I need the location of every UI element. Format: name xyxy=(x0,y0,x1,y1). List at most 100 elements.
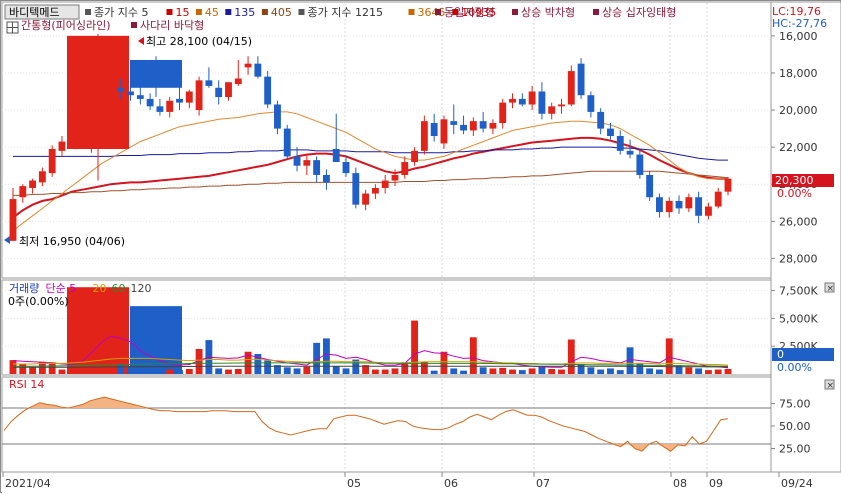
candle-body xyxy=(724,178,732,192)
legend-item: 135 xyxy=(234,6,255,19)
candle-body xyxy=(185,91,193,103)
rsi-panel-close-glyph: × xyxy=(827,381,835,391)
volume-bar xyxy=(130,306,182,374)
volume-panel-close-glyph: × xyxy=(827,284,835,294)
candle-body xyxy=(665,200,673,213)
candle-body xyxy=(460,124,467,131)
legend-item: 10935 xyxy=(461,6,496,19)
volume-sub-label: 0주(0.00%) xyxy=(8,295,69,308)
volume-bar xyxy=(528,368,536,374)
candle-body xyxy=(616,136,624,151)
volume-bar xyxy=(558,369,565,374)
volume-current-tag xyxy=(772,348,834,361)
candle-body xyxy=(362,193,370,205)
volume-bar xyxy=(695,368,703,374)
candle-body xyxy=(371,187,379,194)
rsi-panel-close-icon[interactable] xyxy=(824,379,835,390)
volume-bar xyxy=(665,338,673,374)
price-y-tick-label: 18,000 xyxy=(779,67,818,80)
rsi-y-tick-label: 50.00 xyxy=(779,420,811,433)
volume-current-pct: 0.00% xyxy=(777,361,812,374)
candle-body xyxy=(38,171,46,183)
price-y-tick-label: 28,000 xyxy=(779,252,818,265)
volume-bar xyxy=(391,368,399,374)
ma-line-15 xyxy=(12,136,728,219)
high-arrow-icon xyxy=(138,37,144,45)
volume-bar xyxy=(714,369,722,374)
settings-icon[interactable] xyxy=(6,21,19,34)
x-axis-label: 05 xyxy=(347,477,361,490)
volume-ma-line xyxy=(13,357,729,366)
legend-swatch xyxy=(408,9,415,15)
volume-bar xyxy=(48,362,56,374)
candle-body xyxy=(205,80,213,86)
legend-swatch xyxy=(225,9,232,15)
volume-bar xyxy=(362,365,370,374)
candle-body xyxy=(146,98,154,107)
volume-bar xyxy=(469,337,477,374)
volume-bar xyxy=(450,368,458,374)
legend-swatch xyxy=(261,9,268,15)
legend-item: 종가 지수 5 xyxy=(94,6,148,19)
pattern-swatch xyxy=(593,9,599,15)
candle-body xyxy=(636,154,644,175)
candle-body xyxy=(117,87,125,92)
rsi-legend: RSI 14 xyxy=(9,378,44,391)
candle-body xyxy=(675,200,683,209)
candle-body xyxy=(29,180,37,188)
candle-body xyxy=(401,161,409,175)
volume-bar xyxy=(567,339,575,374)
volume-bar xyxy=(499,367,507,374)
pattern-legend-item: 사다리 바닥형 xyxy=(140,19,204,32)
candle-body xyxy=(646,174,654,198)
y-axis-area xyxy=(770,1,841,473)
candle-body xyxy=(166,100,174,112)
volume-bar xyxy=(607,368,614,374)
legend-swatch xyxy=(298,9,305,15)
rsi-overbought-fill xyxy=(4,397,728,408)
chart-name-box[interactable] xyxy=(4,4,80,20)
candle-body xyxy=(381,180,389,188)
volume-bar xyxy=(509,369,516,374)
volume-bar xyxy=(234,368,242,374)
candle-body xyxy=(48,149,56,174)
volume-bar xyxy=(166,369,174,374)
price-y-tick-label: 16,000 xyxy=(779,30,818,43)
volume-bar xyxy=(577,363,585,374)
volume-bar xyxy=(420,361,428,374)
candle-body xyxy=(130,59,182,88)
legend-swatch xyxy=(195,9,202,15)
candle-body xyxy=(127,91,134,96)
volume-bar xyxy=(440,351,448,374)
legend-swatch xyxy=(452,9,459,15)
volume-ma-line xyxy=(13,362,729,367)
volume-panel-close-icon[interactable] xyxy=(824,282,835,293)
legend-item: 3645 xyxy=(418,6,446,19)
candle-body xyxy=(597,111,605,129)
rsi-y-tick-label: 75.00 xyxy=(779,398,811,411)
candle-body xyxy=(440,119,448,144)
candle-body xyxy=(479,121,487,129)
price-y-tick-label: 26,000 xyxy=(779,215,818,228)
volume-bar xyxy=(489,368,497,374)
volume-bar xyxy=(479,367,487,374)
volume-bar xyxy=(636,362,644,374)
candle-body xyxy=(342,161,350,174)
volume-bar xyxy=(352,359,360,374)
legend-item: 405 xyxy=(271,6,292,19)
volume-bar xyxy=(195,348,203,374)
x-axis-label: 08 xyxy=(673,477,687,490)
price-y-tick-label: 20,000 xyxy=(779,104,818,117)
candle-body xyxy=(567,71,575,105)
volume-bar xyxy=(626,347,634,374)
legend-item: 15 xyxy=(176,6,190,19)
volume-legend: 거래량 단순 5 20 60 120 xyxy=(9,282,152,295)
x-axis-labels: 2021/04 05 06 07 08 09 09/24 xyxy=(2,472,813,490)
volume-bar xyxy=(460,370,467,374)
volume-bar xyxy=(704,370,712,374)
candle-body xyxy=(352,173,360,205)
volume-bar xyxy=(58,369,66,374)
